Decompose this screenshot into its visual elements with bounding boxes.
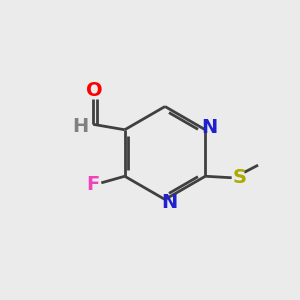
- Text: N: N: [202, 118, 218, 137]
- Text: F: F: [86, 175, 100, 194]
- Text: S: S: [233, 168, 247, 187]
- Text: H: H: [73, 117, 89, 136]
- Text: O: O: [86, 81, 103, 100]
- Text: N: N: [161, 193, 178, 212]
